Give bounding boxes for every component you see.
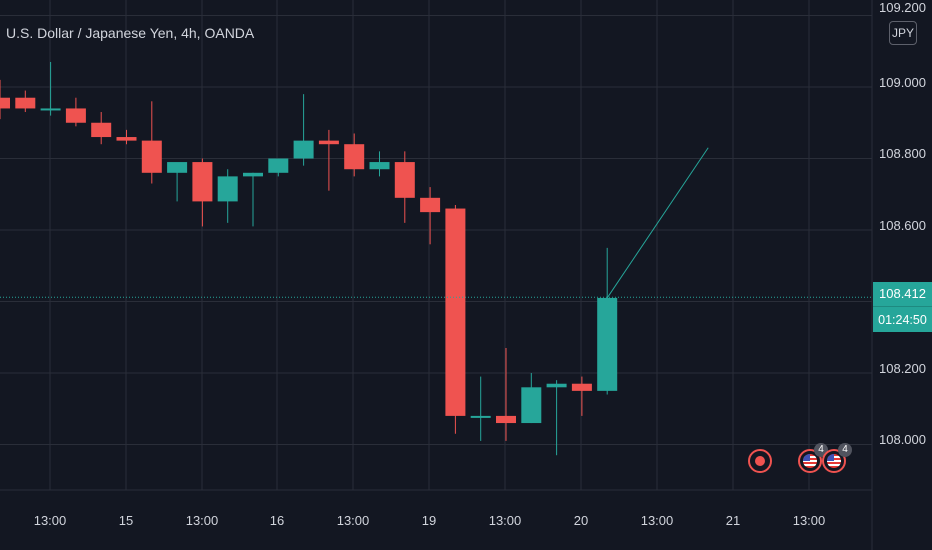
candle-down	[15, 97, 36, 109]
economic-event-icon[interactable]	[748, 449, 772, 473]
current-price-label: 108.412	[873, 282, 932, 306]
candles[interactable]	[0, 61, 618, 456]
candle-up	[521, 387, 542, 424]
time-tick: 16	[269, 513, 285, 528]
time-tick: 13:00	[640, 513, 674, 528]
price-tick: 108.000	[879, 432, 926, 447]
currency-button[interactable]: JPY	[889, 21, 917, 45]
candle-down	[192, 162, 213, 202]
price-tick: 109.000	[879, 75, 926, 90]
candle-down	[445, 208, 466, 416]
time-tick: 13:00	[792, 513, 826, 528]
candle-down	[65, 108, 86, 123]
candle-up	[40, 108, 61, 111]
time-tick: 15	[118, 513, 134, 528]
price-tick: 109.200	[879, 0, 926, 15]
flag-icon	[803, 454, 817, 468]
time-tick: 19	[421, 513, 437, 528]
time-tick: 13:00	[185, 513, 219, 528]
bar-countdown-label: 01:24:50	[873, 306, 932, 332]
candle-down	[318, 140, 339, 145]
chart-title: U.S. Dollar / Japanese Yen, 4h, OANDA	[6, 25, 255, 41]
time-tick: 13:00	[33, 513, 67, 528]
candle-up	[546, 383, 567, 388]
candle-down	[394, 162, 415, 198]
time-tick: 20	[573, 513, 589, 528]
candle-down	[571, 383, 592, 391]
candle-down	[344, 144, 365, 170]
trend-line	[606, 147, 709, 299]
candle-up	[293, 140, 314, 159]
candle-down	[91, 122, 112, 138]
time-tick: 13:00	[336, 513, 370, 528]
candle-up	[470, 415, 491, 418]
price-tick: 108.800	[879, 146, 926, 161]
time-tick: 13:00	[488, 513, 522, 528]
time-tick: 21	[725, 513, 741, 528]
candle-up	[217, 176, 238, 202]
candle-down	[116, 137, 137, 141]
candle-up	[268, 158, 289, 173]
us-flag-icon[interactable]: 4	[798, 443, 828, 473]
candle-up	[597, 297, 618, 391]
grid-lines	[0, 0, 872, 490]
candle-down	[496, 415, 516, 424]
us-flag-icon[interactable]: 4	[822, 443, 852, 473]
candle-up	[369, 162, 390, 170]
event-dot-icon	[755, 456, 765, 466]
price-tick: 108.600	[879, 218, 926, 233]
candle-down	[420, 197, 441, 213]
overlays	[0, 147, 872, 299]
candle-down	[141, 140, 162, 173]
candle-up	[167, 162, 188, 173]
price-tick: 108.200	[879, 361, 926, 376]
flag-icon	[827, 454, 841, 468]
candle-down	[0, 97, 10, 109]
candle-up	[243, 172, 263, 177]
event-count-badge: 4	[838, 443, 852, 457]
